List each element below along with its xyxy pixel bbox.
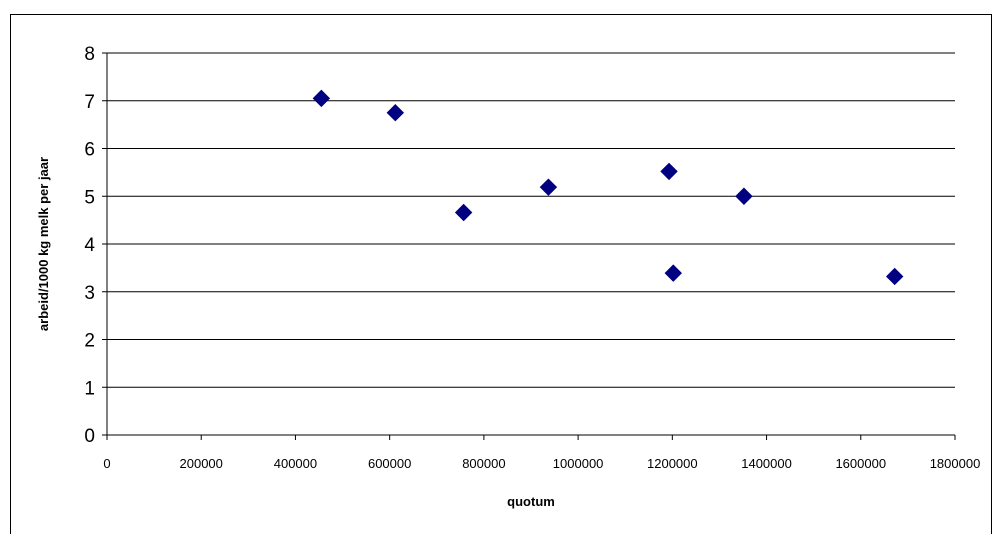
- x-tick-label: 200000: [180, 456, 223, 471]
- y-tick-label: 7: [84, 92, 95, 113]
- x-tick-label: 1400000: [741, 456, 792, 471]
- y-tick-label: 1: [84, 378, 95, 399]
- x-tick-label: 400000: [274, 456, 317, 471]
- y-tick-label: 2: [84, 331, 95, 352]
- x-tick-label: 0: [103, 456, 110, 471]
- gridlines: [107, 52, 955, 388]
- y-axis-title: arbeid/1000 kg melk per jaar: [36, 157, 51, 331]
- y-tick-label: 5: [84, 187, 95, 208]
- x-tick-label: 600000: [368, 456, 411, 471]
- data-point: [735, 187, 753, 205]
- x-tick-label: 1200000: [647, 456, 698, 471]
- x-tick-label: 1000000: [553, 456, 604, 471]
- axes: [102, 52, 956, 440]
- y-tick-label: 3: [84, 283, 95, 304]
- y-tick-label: 6: [84, 140, 95, 161]
- data-point: [386, 103, 405, 122]
- y-tick-labels: 0 1 2 3 4 5 6 7 8: [84, 44, 95, 447]
- data-point: [885, 267, 904, 286]
- x-tick-label: 1600000: [835, 456, 886, 471]
- x-tick-labels: 0 200000 400000 600000 800000 1000000 1200000 1…: [103, 456, 980, 471]
- chart-frame: [10, 14, 992, 534]
- data-point: [664, 264, 682, 282]
- data-point: [312, 89, 331, 108]
- y-tick-label: 4: [84, 235, 95, 256]
- x-tick-label: 1800000: [930, 456, 981, 471]
- data-point: [660, 162, 678, 181]
- data-point: [539, 178, 558, 196]
- y-tick-label: 8: [84, 44, 95, 65]
- data-points: [312, 89, 904, 286]
- x-axis-title: quotum: [507, 494, 555, 509]
- data-point: [454, 203, 473, 222]
- x-tick-label: 800000: [462, 456, 505, 471]
- y-tick-label: 0: [84, 426, 95, 447]
